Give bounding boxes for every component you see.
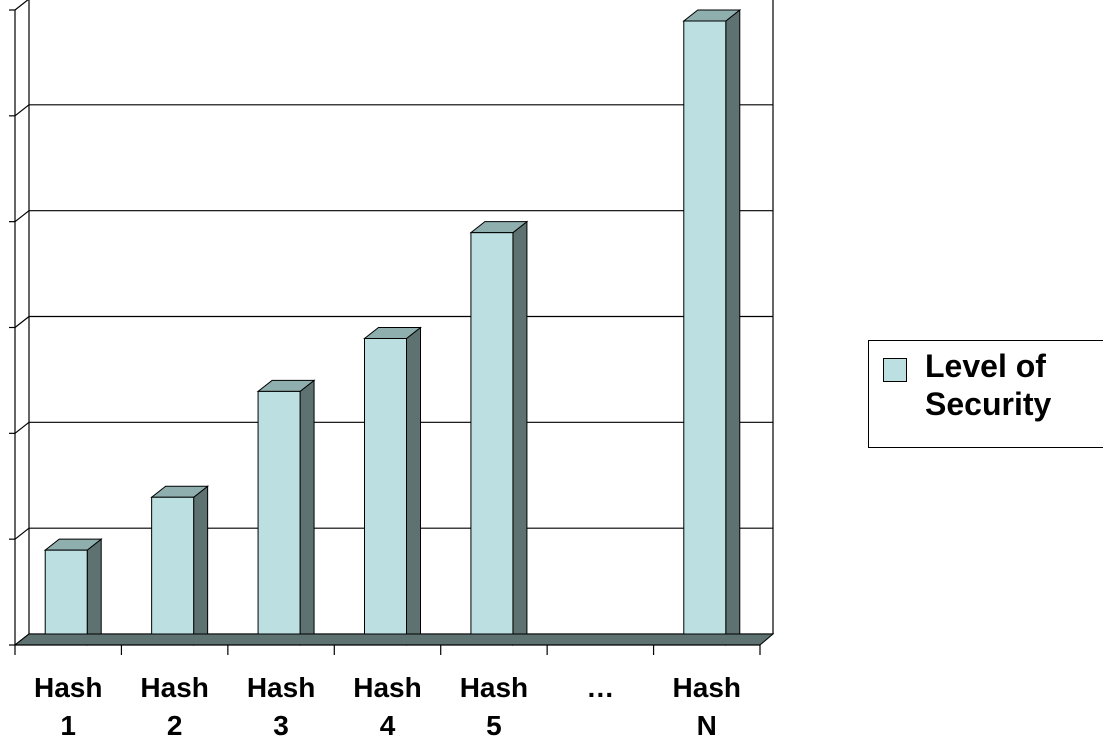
bar — [256, 379, 316, 647]
x-tick-label-line: … — [586, 672, 614, 703]
gridline-side — [14, 0, 29, 11]
bar-face — [151, 496, 195, 646]
x-tick-label: Hash 1 — [34, 672, 102, 741]
x-tick-label-line: N — [697, 710, 717, 741]
legend-label: Level of Security — [925, 348, 1052, 422]
legend-swatch — [883, 358, 907, 382]
bar — [682, 8, 742, 647]
bars-layer — [43, 8, 742, 647]
bar-face — [364, 338, 407, 646]
bar-face — [683, 20, 727, 646]
x-tick-label: Hash N — [673, 672, 741, 741]
bar-side — [193, 485, 209, 647]
x-tick-label: Hash 5 — [460, 672, 528, 741]
bar-side — [406, 326, 421, 647]
x-tick-label-line: Hash — [460, 672, 528, 703]
x-tick-label: Hash 2 — [140, 672, 208, 741]
bar-side — [512, 220, 528, 647]
bar-side — [86, 538, 102, 647]
bar-face — [470, 232, 514, 646]
x-tick-label: Hash 3 — [247, 672, 315, 741]
gridline-side — [14, 104, 30, 117]
bar-side — [299, 379, 315, 647]
bar — [363, 326, 422, 647]
x-tick-label-line: Hash — [140, 672, 208, 703]
x-tick-label-line: 2 — [167, 710, 183, 741]
x-tick-label-line: Hash — [247, 672, 315, 703]
gridline-side — [14, 316, 30, 328]
x-tick-label-line: 5 — [486, 710, 502, 741]
x-tick-label-line: 4 — [380, 710, 396, 741]
chart-floor — [13, 633, 775, 646]
gridline-side — [14, 421, 30, 434]
x-tick-label-line: Hash — [673, 672, 741, 703]
bar — [469, 220, 529, 647]
gridline-side — [14, 527, 30, 540]
bar-face — [257, 390, 301, 646]
x-tick-label-line: Hash — [353, 672, 421, 703]
x-tick-label-line: Hash — [34, 672, 102, 703]
axis-layer — [9, 9, 775, 655]
x-tick-label: … — [586, 672, 614, 703]
bar-face — [44, 549, 88, 646]
bar — [150, 485, 210, 647]
gridline-side — [14, 210, 30, 223]
x-tick-label: Hash 4 — [353, 672, 421, 741]
bar-side — [725, 8, 741, 647]
bar — [43, 538, 103, 647]
x-tick-label-line: 3 — [273, 710, 289, 741]
labels-layer: Hash 1 Hash 2 Hash 3 Hash 4 Hash 5 … Hash N — [34, 672, 741, 741]
legend: Level of Security — [868, 340, 1103, 448]
x-tick-label-line: 1 — [60, 710, 76, 741]
